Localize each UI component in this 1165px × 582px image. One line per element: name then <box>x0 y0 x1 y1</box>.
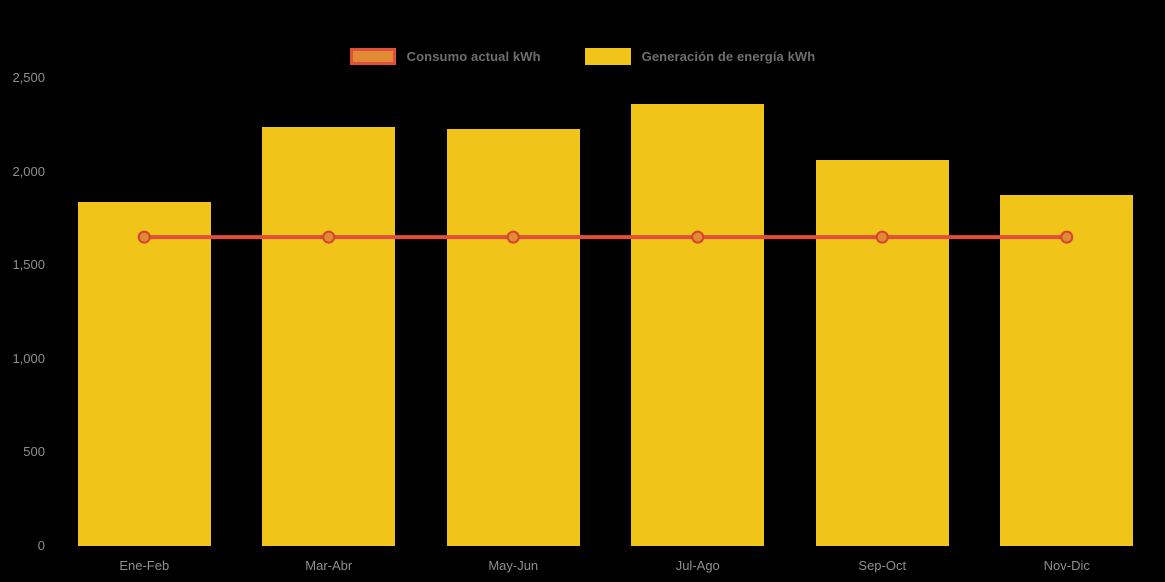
y-tick-label: 500 <box>23 444 45 460</box>
y-tick-label: 2,500 <box>12 70 45 85</box>
y-tick-label: 1,000 <box>12 350 45 366</box>
bar-slot <box>421 78 606 546</box>
legend-swatch-generacion-icon <box>584 48 631 65</box>
x-tick-label: Jul-Ago <box>675 558 720 573</box>
x-axis: Ene-Feb Mar-Abr May-Jun Jul-Ago Sep-Oct … <box>52 558 1159 573</box>
y-tick-label: 1,500 <box>12 257 45 273</box>
legend-label-generacion: Generación de energía kWh <box>641 49 816 64</box>
bar[interactable] <box>1000 195 1134 546</box>
x-tick-label: Mar-Abr <box>305 558 353 573</box>
y-tick-label: 0 <box>37 537 45 553</box>
bar[interactable] <box>77 201 211 546</box>
bar-slot <box>606 78 791 546</box>
bar[interactable] <box>446 128 580 546</box>
bar-slot <box>237 78 422 546</box>
y-axis: 2,500 2,000 1,500 1,000 500 0 <box>0 68 45 556</box>
bar-slot <box>790 78 975 546</box>
x-tick-label: Ene-Feb <box>119 558 170 573</box>
y-tick-label: 2,000 <box>12 163 45 179</box>
x-tick-label: Nov-Dic <box>1043 558 1090 573</box>
plot-area <box>52 78 1159 546</box>
x-tick-label: Sep-Oct <box>858 558 907 573</box>
legend-item-generacion[interactable]: Generación de energía kWh <box>584 48 816 65</box>
legend-item-consumo[interactable]: Consumo actual kWh <box>349 48 541 65</box>
bar[interactable] <box>631 104 765 546</box>
x-tick-label: May-Jun <box>488 558 539 573</box>
bar-slot <box>52 78 237 546</box>
bar-slot <box>975 78 1160 546</box>
legend-swatch-consumo-icon <box>349 48 396 65</box>
bar[interactable] <box>262 126 396 546</box>
legend-label-consumo: Consumo actual kWh <box>406 49 541 64</box>
chart-legend: Consumo actual kWh Generación de energía… <box>0 48 1165 65</box>
bar[interactable] <box>815 160 949 546</box>
